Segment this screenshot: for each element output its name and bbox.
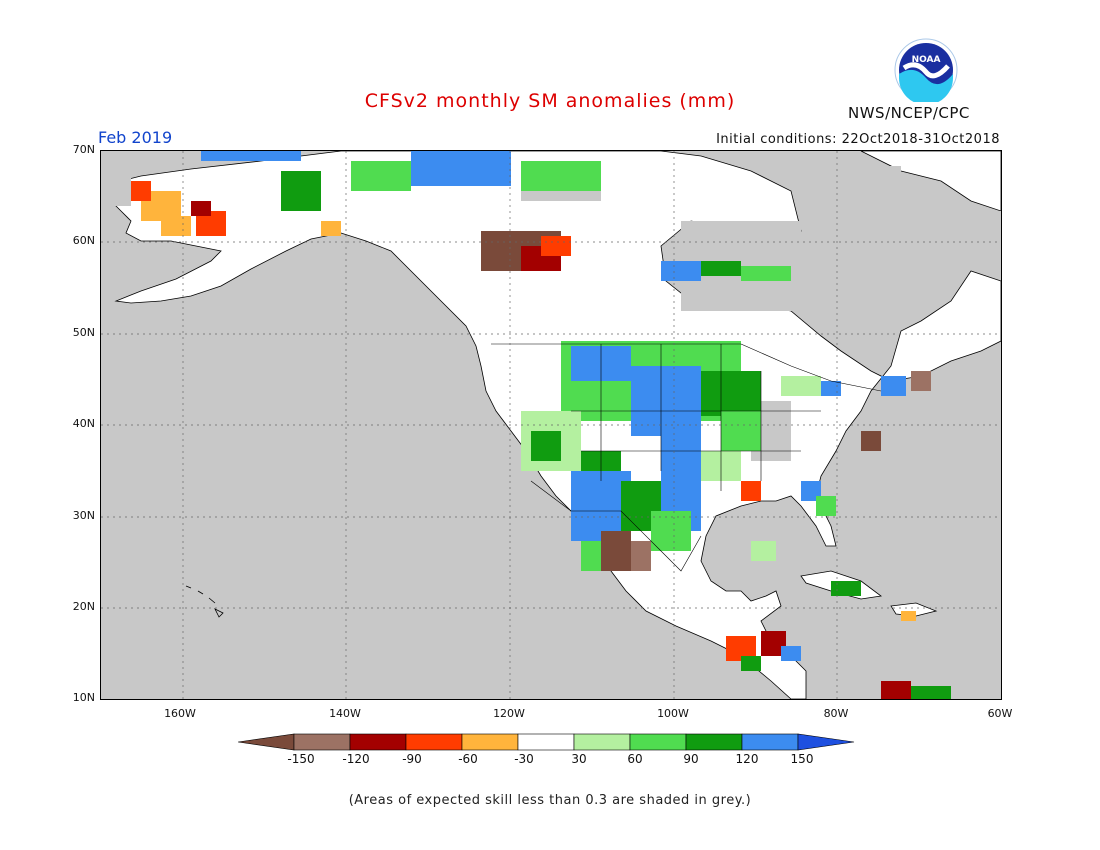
map-panel (100, 150, 1002, 700)
lon-label-120w: 120W (493, 707, 525, 720)
lat-label-40n: 40N (72, 417, 95, 430)
colorbar-segment (293, 733, 351, 751)
colorbar-label-m120: -120 (342, 752, 370, 766)
lat-label-20n: 20N (72, 600, 95, 613)
colorbar-segment (685, 733, 743, 751)
skill-footnote: (Areas of expected skill less than 0.3 a… (348, 793, 752, 808)
lat-label-10n: 10N (72, 691, 95, 704)
initial-conditions: Initial conditions: 22Oct2018-31Oct2018 (716, 132, 1000, 147)
colorbar-label-60: 60 (627, 752, 643, 766)
colorbar-label-m150: -150 (287, 752, 315, 766)
lon-label-160w: 160W (164, 707, 196, 720)
graticule (101, 151, 1001, 699)
colorbar-segment (405, 733, 463, 751)
lon-label-140w: 140W (329, 707, 361, 720)
political-borders (491, 343, 882, 572)
colorbar-segment (517, 733, 575, 751)
colorbar-segment (349, 733, 407, 751)
noaa-logo-text: NOAA (912, 55, 941, 65)
colorbar-arrow-high (797, 733, 855, 751)
soil-moisture-map (101, 151, 1001, 699)
forecast-period: Feb 2019 (98, 128, 173, 147)
colorbar-label-m60: -60 (458, 752, 478, 766)
map-title: CFSv2 monthly SM anomalies (mm) (364, 90, 736, 112)
colorbar-segment (629, 733, 687, 751)
colorbar-label-m90: -90 (402, 752, 422, 766)
agency-label: NWS/NCEP/CPC (848, 104, 970, 122)
lat-label-50n: 50N (72, 326, 95, 339)
lon-label-80w: 80W (823, 707, 849, 720)
anomaly-cells (131, 151, 951, 699)
lat-label-30n: 30N (72, 509, 95, 522)
colorbar-segment (741, 733, 799, 751)
colorbar-label-m30: -30 (514, 752, 534, 766)
hawaii-islands (185, 585, 224, 618)
colorbar-segment (461, 733, 519, 751)
colorbar-label-150: 150 (790, 752, 814, 766)
colorbar-label-90: 90 (683, 752, 699, 766)
lon-label-60w: 60W (987, 707, 1013, 720)
colorbar-label-30: 30 (571, 752, 587, 766)
colorbar (238, 733, 855, 751)
colorbar-arrow-low (238, 733, 295, 751)
lat-label-60n: 60N (72, 234, 95, 247)
noaa-logo-icon: NOAA (894, 38, 958, 102)
lon-label-100w: 100W (657, 707, 689, 720)
colorbar-segment (573, 733, 631, 751)
lat-label-70n: 70N (72, 143, 95, 156)
colorbar-label-120: 120 (735, 752, 759, 766)
